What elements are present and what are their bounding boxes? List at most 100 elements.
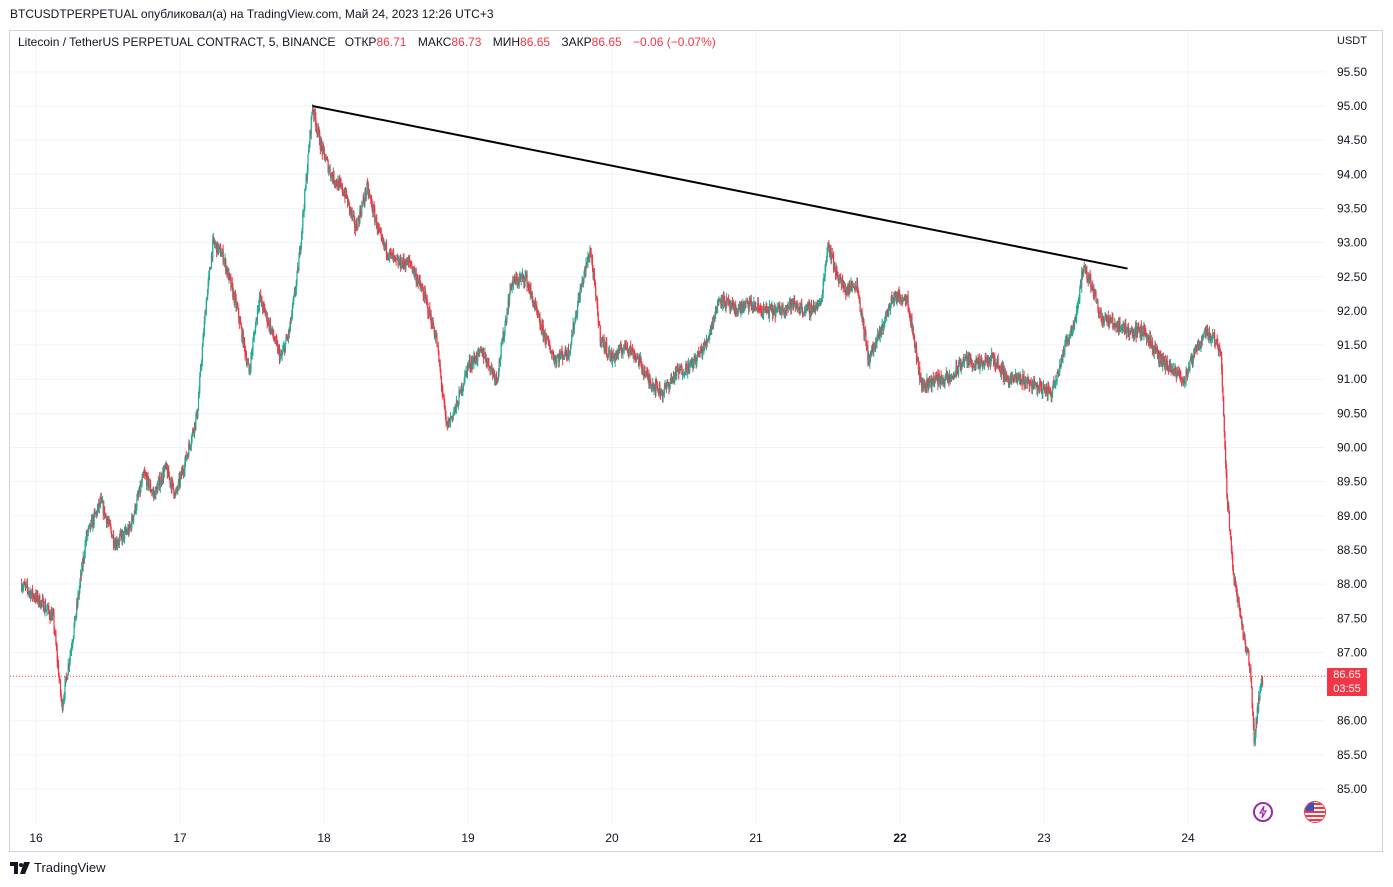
candle-body: [1004, 369, 1006, 379]
y-tick-label: 94.50: [1337, 133, 1367, 147]
candle-body: [276, 340, 278, 344]
candle-body: [1022, 374, 1024, 385]
candle-body: [813, 311, 815, 313]
candle-body: [877, 333, 879, 335]
candle-body: [578, 296, 580, 299]
candle-body: [803, 311, 805, 314]
candle-body: [447, 419, 449, 428]
candle-body: [433, 329, 435, 336]
candle-body: [139, 485, 141, 492]
candle-body: [195, 410, 198, 417]
candle-body: [159, 483, 161, 488]
candle-body: [835, 266, 837, 275]
candle-body: [289, 326, 291, 333]
y-tick-label: 90.00: [1337, 441, 1367, 455]
candle-body: [597, 303, 599, 315]
candle-body: [1201, 338, 1203, 344]
candle-body: [961, 363, 964, 366]
candle-body: [1167, 368, 1169, 370]
candle-body: [1058, 372, 1060, 374]
candle-body: [229, 272, 231, 277]
us-flag-icon[interactable]: [1304, 801, 1326, 823]
candle-body: [549, 344, 551, 350]
candle-body: [25, 584, 27, 586]
candle-body: [739, 304, 741, 313]
candle-body: [971, 361, 973, 368]
candle-body: [58, 675, 60, 679]
lightning-icon[interactable]: [1253, 802, 1273, 822]
candle-body: [411, 265, 413, 267]
candle-body: [399, 257, 401, 264]
candle-body: [937, 374, 939, 385]
candle-body: [179, 477, 181, 485]
candle-body: [854, 287, 856, 291]
candle-body: [909, 313, 911, 320]
candle-body: [195, 416, 197, 427]
candle-body: [125, 529, 127, 533]
candle-body: [791, 299, 793, 306]
candle-body: [585, 262, 587, 272]
candle-body: [97, 503, 99, 509]
candle-body: [379, 229, 381, 232]
candle-body: [217, 242, 219, 253]
candle-body: [588, 256, 590, 261]
candle-body: [184, 455, 187, 462]
candle-body: [544, 332, 546, 342]
candle-body: [707, 339, 709, 342]
candle-body: [691, 362, 693, 364]
candle-body: [271, 328, 273, 332]
candle-body: [421, 287, 423, 289]
candle-body: [181, 471, 183, 475]
chart-frame[interactable]: [9, 30, 1383, 852]
candle-body: [252, 341, 254, 351]
candle-body: [114, 543, 116, 547]
candle-body: [718, 301, 720, 305]
candle-body: [356, 229, 358, 230]
candle-body: [439, 364, 441, 371]
candle-body: [1039, 381, 1041, 391]
candle-body: [882, 323, 884, 331]
candle-body: [1033, 379, 1035, 387]
candle-body: [120, 532, 122, 535]
footer-brand[interactable]: TradingView: [10, 860, 106, 875]
candle-body: [60, 692, 62, 699]
candle-body: [1039, 381, 1041, 385]
candle-body: [919, 377, 921, 381]
candle-body: [858, 298, 861, 303]
candle-body: [1237, 596, 1240, 602]
candle-body: [542, 325, 544, 338]
candle-body: [240, 321, 242, 325]
candle-body: [329, 167, 331, 175]
candle-body: [380, 232, 382, 236]
candle-body: [460, 386, 462, 393]
candle-body: [754, 305, 756, 310]
candle-body: [663, 388, 666, 393]
candle-body: [131, 516, 133, 529]
candle-body: [696, 357, 698, 364]
candle-body: [935, 377, 938, 379]
candle-body: [688, 363, 690, 372]
candle-body: [674, 374, 676, 382]
candle-body: [530, 292, 533, 294]
candle-body: [593, 273, 596, 280]
candle-body: [1225, 464, 1227, 474]
candle-body: [1096, 300, 1098, 303]
candle-body: [897, 293, 899, 302]
candle-body: [212, 239, 214, 258]
candle-body: [1129, 330, 1131, 335]
candle-body: [599, 325, 601, 342]
candle-body: [816, 303, 818, 305]
candle-body: [29, 591, 31, 593]
candle-body: [389, 249, 391, 257]
candle-body: [521, 273, 524, 277]
tradingview-logo-icon: [10, 861, 30, 874]
candle-body: [506, 312, 508, 322]
candle-body: [374, 209, 376, 222]
candle-body: [317, 128, 319, 132]
candle-body: [578, 296, 581, 301]
candle-body: [1085, 267, 1087, 273]
candle-body: [455, 401, 458, 409]
candle-body: [561, 351, 563, 354]
candle-body: [1098, 312, 1100, 314]
